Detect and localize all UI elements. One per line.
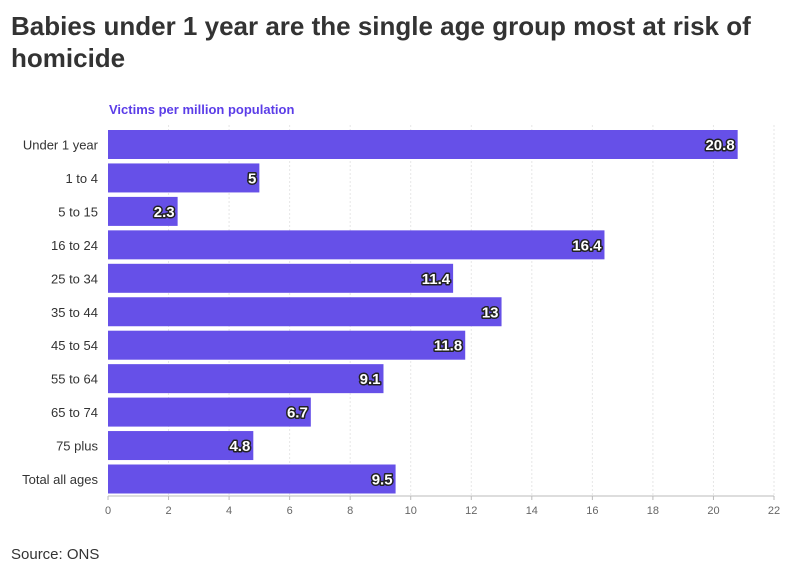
data-label: 9.5 (372, 472, 393, 489)
x-tick-label: 12 (465, 505, 477, 517)
category-label: 5 to 15 (58, 204, 98, 219)
data-label: 9.1 (360, 371, 381, 388)
x-tick-label: 22 (768, 505, 780, 517)
x-tick-label: 4 (226, 505, 232, 517)
bar (108, 230, 605, 260)
bar (108, 297, 502, 327)
category-label: 75 plus (56, 439, 98, 454)
bar (108, 431, 254, 461)
x-tick-label: 2 (165, 505, 171, 517)
category-label: 16 to 24 (51, 238, 98, 253)
data-label: 11.8 (434, 338, 462, 355)
bar (108, 263, 454, 293)
x-tick-label: 20 (707, 505, 719, 517)
bar (108, 364, 384, 394)
x-tick-label: 6 (287, 505, 293, 517)
category-label: 55 to 64 (51, 372, 98, 387)
data-label: 6.7 (287, 405, 308, 422)
data-label: 20.8 (705, 137, 734, 154)
chart-title: Babies under 1 year are the single age g… (11, 11, 751, 73)
bar (108, 330, 466, 360)
data-label: 11.4 (422, 271, 451, 288)
x-tick-label: 0 (105, 505, 111, 517)
category-label: 25 to 34 (51, 271, 98, 286)
data-label: 2.3 (154, 204, 175, 221)
x-axis-ticks: 0 2 4 6 8 10 12 14 16 18 20 22 (105, 496, 780, 517)
x-tick-label: 10 (405, 505, 417, 517)
data-label: 16.4 (572, 237, 602, 254)
source-note: Source: ONS (11, 546, 100, 563)
data-label: 13 (482, 304, 499, 321)
unit-label: Victims per million population (109, 102, 294, 117)
data-label: 4.8 (229, 438, 250, 455)
gridlines (168, 125, 775, 496)
bar (108, 397, 311, 427)
category-label: 45 to 54 (51, 338, 98, 353)
category-label: 1 to 4 (65, 171, 98, 186)
category-label: 65 to 74 (51, 405, 98, 420)
bar (108, 196, 178, 226)
category-label: Under 1 year (23, 138, 99, 153)
x-tick-label: 16 (586, 505, 598, 517)
category-label: 35 to 44 (51, 305, 98, 320)
data-label: 5 (248, 170, 256, 187)
bars: Under 1 year 20.8 1 to 4 5 5 to 15 2.3 16 to 2… (22, 130, 738, 494)
x-tick-label: 14 (526, 505, 538, 517)
x-tick-label: 8 (347, 505, 353, 517)
category-label: Total all ages (22, 472, 98, 487)
x-tick-label: 18 (647, 505, 659, 517)
bar (108, 130, 738, 159)
bar (108, 163, 260, 193)
bar (108, 464, 396, 494)
